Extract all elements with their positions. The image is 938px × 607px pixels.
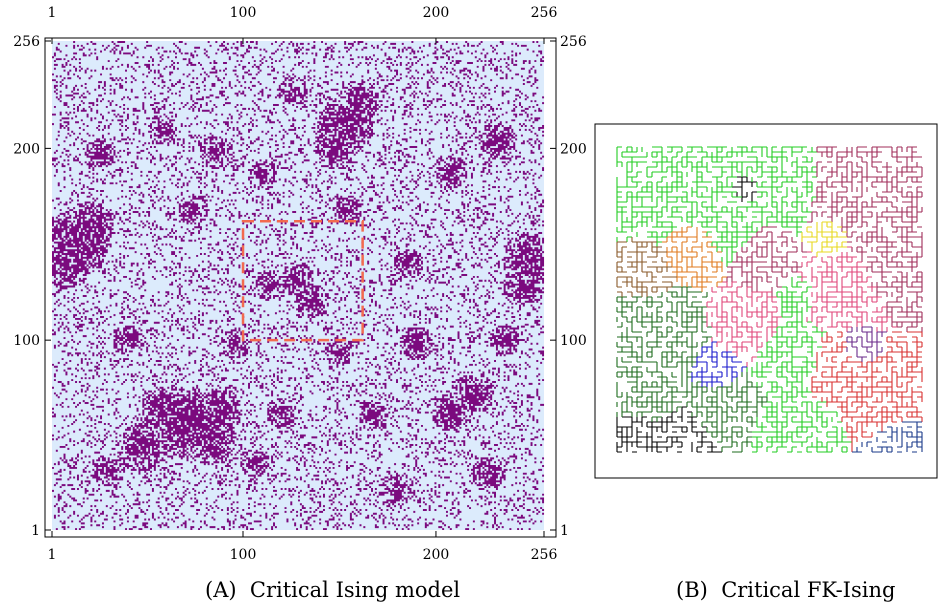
tick-label-right: 100 bbox=[560, 333, 587, 349]
caption-b-text: Critical FK-Ising bbox=[721, 578, 895, 602]
tick-label-top: 100 bbox=[230, 5, 257, 21]
tick-label-top: 1 bbox=[48, 5, 57, 21]
tick-label-bottom: 200 bbox=[423, 547, 450, 563]
tick-label-left: 256 bbox=[13, 34, 40, 50]
tick-label-right: 1 bbox=[560, 523, 569, 539]
tick-label-bottom: 100 bbox=[230, 547, 257, 563]
tick-label-left: 200 bbox=[13, 141, 40, 157]
tick-label-right: 200 bbox=[560, 141, 587, 157]
tick-label-top: 256 bbox=[531, 5, 558, 21]
tick-label-bottom: 1 bbox=[48, 547, 57, 563]
caption-b: (B) Critical FK-Ising bbox=[676, 578, 895, 602]
tick-label-left: 1 bbox=[31, 523, 40, 539]
caption-a: (A) Critical Ising model bbox=[205, 578, 460, 602]
caption-a-label: (A) bbox=[205, 578, 237, 602]
tick-label-bottom: 256 bbox=[531, 547, 558, 563]
caption-b-label: (B) bbox=[676, 578, 708, 602]
tick-label-top: 200 bbox=[423, 5, 450, 21]
caption-a-text: Critical Ising model bbox=[250, 578, 460, 602]
tick-label-right: 256 bbox=[560, 34, 587, 50]
tick-label-left: 100 bbox=[13, 333, 40, 349]
panel-b-fk-ising-clusters bbox=[595, 124, 937, 478]
